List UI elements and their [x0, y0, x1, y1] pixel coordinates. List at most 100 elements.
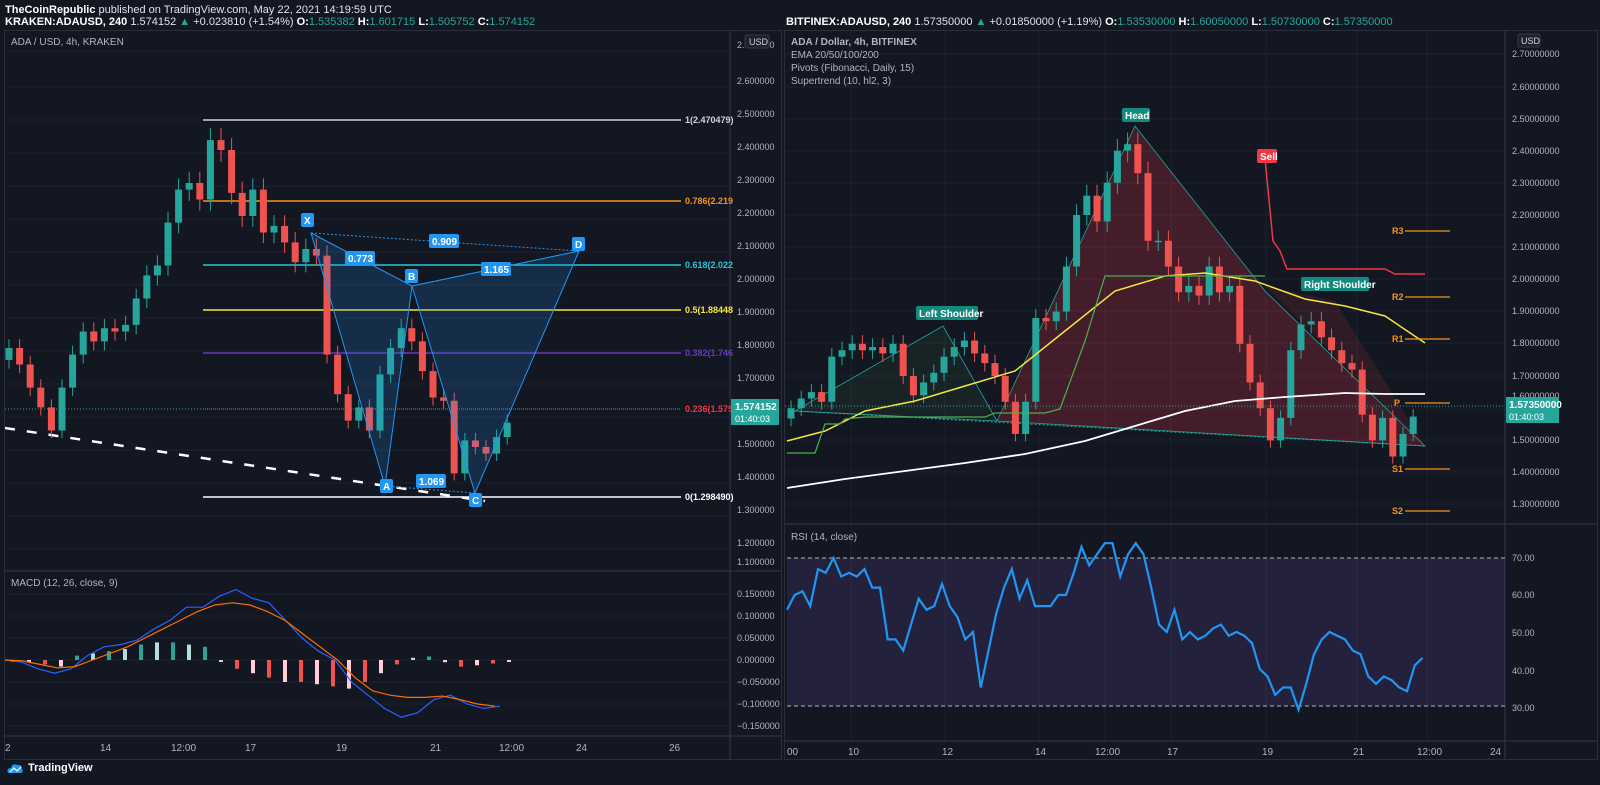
low-label: L:	[1251, 16, 1262, 28]
right-chart[interactable]: R3 R2 R1 P S1 S2 Head Left Shoulder Righ…	[784, 30, 1598, 760]
svg-text:A: A	[383, 482, 390, 493]
countdown: 01:40:03	[1509, 412, 1544, 422]
svg-text:2.40000000: 2.40000000	[1512, 146, 1560, 156]
low-label: L:	[418, 16, 429, 28]
left-chart-canvas[interactable]: 1(2.470479) 0.786(2.219 0.618(2.022 0.5(…	[5, 31, 781, 759]
trend-line[interactable]	[5, 426, 486, 503]
svg-text:Left Shoulder: Left Shoulder	[919, 309, 984, 320]
pivot-levels: R3 R2 R1 P S1 S2	[1392, 226, 1450, 516]
svg-text:1.574152: 1.574152	[735, 402, 777, 413]
svg-text:0.236(1.575: 0.236(1.575	[685, 404, 733, 414]
svg-text:2.20000000: 2.20000000	[1512, 210, 1560, 220]
svg-text:17: 17	[245, 743, 257, 754]
harmonic-pattern[interactable]	[310, 232, 580, 495]
macd-signal-line	[5, 602, 496, 707]
svg-text:R3: R3	[1392, 226, 1404, 236]
left-time-axis[interactable]: 2 14 12:00 17 19 21 12:00 24 26	[5, 743, 681, 754]
macd-axis[interactable]: 0.150000 0.100000 0.050000 0.000000 −0.0…	[737, 589, 780, 731]
svg-text:R1: R1	[1392, 334, 1404, 344]
right-chart-canvas[interactable]: R3 R2 R1 P S1 S2 Head Left Shoulder Righ…	[785, 31, 1597, 759]
right-price-axis[interactable]: 2.70000000 2.60000000 2.50000000 2.40000…	[1512, 49, 1560, 509]
right-close: 1.57350000	[1334, 16, 1393, 28]
left-low: 1.505752	[428, 16, 475, 28]
svg-text:USD: USD	[1521, 36, 1541, 46]
svg-text:2.400000: 2.400000	[737, 142, 775, 152]
svg-text:Head: Head	[1125, 111, 1149, 122]
price-grid	[5, 50, 730, 550]
left-change: +0.023810 (+1.54%)	[193, 16, 294, 28]
svg-text:−0.150000: −0.150000	[737, 721, 780, 731]
left-chart[interactable]: 1(2.470479) 0.786(2.219 0.618(2.022 0.5(…	[4, 30, 782, 760]
svg-text:2.000000: 2.000000	[737, 274, 775, 284]
right-symbol[interactable]: BITFINEX:ADAUSD, 240	[786, 16, 912, 28]
svg-text:24: 24	[576, 743, 588, 754]
svg-text:26: 26	[669, 743, 681, 754]
currency-label: USD	[749, 37, 769, 47]
rsi-title: RSI (14, close)	[791, 532, 858, 543]
svg-text:2.200000: 2.200000	[737, 208, 775, 218]
publish-info: published on TradingView.com, May 22, 20…	[95, 4, 392, 16]
svg-text:1.200000: 1.200000	[737, 538, 775, 548]
left-price-axis[interactable]: 2.700000 2.600000 2.500000 2.400000 2.30…	[737, 40, 775, 567]
svg-text:50.00: 50.00	[1512, 628, 1535, 638]
svg-text:0.773: 0.773	[348, 254, 373, 265]
svg-text:12:00: 12:00	[1095, 747, 1120, 758]
fib-retracement[interactable]	[5, 119, 681, 498]
svg-text:0.5(1.88448: 0.5(1.88448	[685, 305, 733, 315]
svg-text:1.300000: 1.300000	[737, 505, 775, 515]
svg-text:1.500000: 1.500000	[737, 439, 775, 449]
fib-labels: 1(2.470479) 0.786(2.219 0.618(2.022 0.5(…	[685, 115, 734, 502]
svg-text:C: C	[472, 496, 479, 507]
svg-text:2.30000000: 2.30000000	[1512, 178, 1560, 188]
svg-text:0(1.298490): 0(1.298490)	[685, 492, 734, 502]
high-label: H:	[357, 16, 370, 28]
left-high: 1.601715	[369, 16, 416, 28]
up-arrow-icon: ▲	[179, 16, 191, 28]
macd-grid	[5, 593, 730, 727]
svg-text:P: P	[1394, 398, 1400, 408]
indicator-pivots[interactable]: Pivots (Fibonacci, Daily, 15)	[791, 63, 915, 74]
rsi-axis[interactable]: 70.00 60.00 50.00 40.00 30.00	[1512, 553, 1535, 713]
svg-text:12:00: 12:00	[171, 743, 196, 754]
supertrend-up-line	[787, 275, 1265, 454]
svg-text:0.150000: 0.150000	[737, 589, 775, 599]
right-change: +0.01850000 (+1.19%)	[989, 16, 1103, 28]
svg-text:−0.100000: −0.100000	[737, 699, 780, 709]
macd-histogram	[11, 642, 511, 689]
macd-title: MACD (12, 26, close, 9)	[11, 578, 118, 589]
svg-text:0.050000: 0.050000	[737, 633, 775, 643]
left-last-price: 1.574152	[130, 16, 177, 28]
svg-text:1.60000000: 1.60000000	[1512, 391, 1560, 401]
close-label: C:	[477, 16, 490, 28]
currency-badge[interactable]	[1517, 33, 1541, 48]
svg-text:0.786(2.219: 0.786(2.219	[685, 196, 733, 206]
indicator-ema[interactable]: EMA 20/50/100/200	[791, 50, 879, 61]
svg-text:0.000000: 0.000000	[737, 655, 775, 665]
svg-text:1.50000000: 1.50000000	[1512, 435, 1560, 445]
cloud-icon	[7, 764, 23, 773]
indicator-supertrend[interactable]: Supertrend (10, hl2, 3)	[791, 76, 892, 87]
brand-name: TradingView	[28, 762, 93, 774]
right-time-axis[interactable]: 00 10 12 14 12:00 17 19 21 12:00 24	[787, 747, 1502, 758]
svg-text:1.90000000: 1.90000000	[1512, 306, 1560, 316]
left-open: 1.535382	[308, 16, 355, 28]
tradingview-logo[interactable]: TradingView	[6, 762, 93, 774]
svg-text:B: B	[408, 272, 415, 283]
svg-text:2.600000: 2.600000	[737, 76, 775, 86]
svg-text:17: 17	[1167, 747, 1179, 758]
svg-text:1.70000000: 1.70000000	[1512, 371, 1560, 381]
right-price-grid	[785, 31, 1505, 741]
rsi-line	[786, 541, 1424, 714]
left-symbol[interactable]: KRAKEN:ADAUSD, 240	[5, 16, 128, 28]
svg-text:21: 21	[1353, 747, 1365, 758]
svg-text:30.00: 30.00	[1512, 703, 1535, 713]
currency-badge[interactable]	[744, 34, 770, 49]
svg-text:2: 2	[5, 743, 11, 754]
svg-text:1.700000: 1.700000	[737, 373, 775, 383]
svg-text:2.300000: 2.300000	[737, 175, 775, 185]
svg-text:12:00: 12:00	[499, 743, 524, 754]
svg-text:12: 12	[942, 747, 954, 758]
right-high: 1.60050000	[1190, 16, 1249, 28]
svg-text:0.618(2.022: 0.618(2.022	[685, 260, 733, 270]
svg-text:19: 19	[336, 743, 348, 754]
